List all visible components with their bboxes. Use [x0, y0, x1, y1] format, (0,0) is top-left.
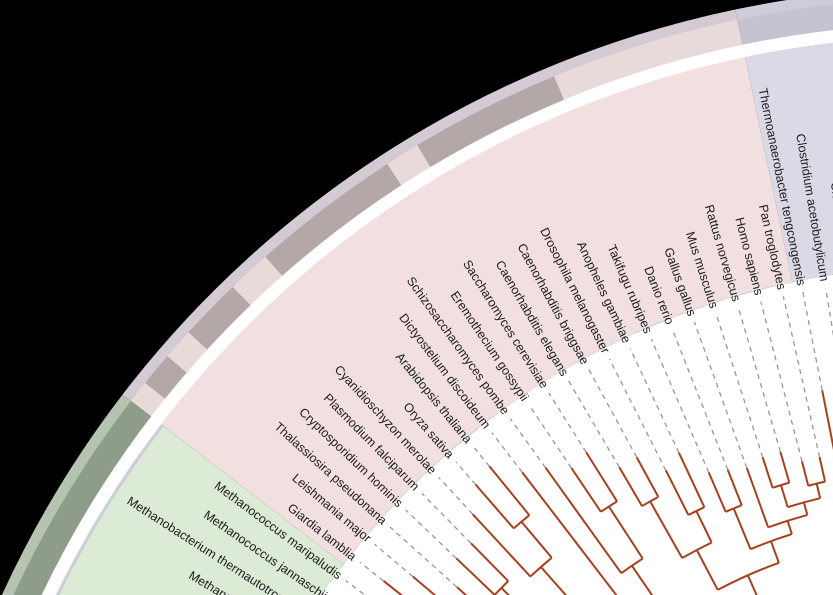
leaf-branch: [585, 451, 618, 502]
leaf-branch: [471, 513, 532, 578]
leaf-guide-line: [509, 418, 546, 468]
tree-area-disc: [321, 274, 833, 595]
leaf-guide-line: [374, 543, 414, 578]
internal-branch: [500, 587, 510, 595]
leaf-branch: [521, 471, 618, 595]
internal-branch: [540, 566, 568, 595]
outer-band-segment: [167, 332, 208, 374]
leaf-guide-line: [760, 301, 803, 462]
leaf-guide-line: [491, 432, 523, 473]
outer-band-segment: [232, 256, 283, 306]
leaf-branch: [544, 467, 623, 574]
leaf-guide-line: [421, 492, 472, 544]
leaf-branch: [745, 467, 770, 528]
internal-branch: [746, 574, 758, 595]
outer-band-segment: [737, 4, 833, 46]
leaf-branch: [635, 456, 660, 498]
clade-arc: [529, 556, 553, 578]
leaf-guide-line: [473, 446, 490, 467]
leaf-guide-line: [359, 561, 384, 582]
outer-band-segment: [188, 287, 251, 350]
internal-branch: [779, 484, 789, 508]
leaf-guide-line: [345, 580, 367, 595]
leaf-branch: [801, 461, 810, 486]
outer-band-segment: [13, 400, 152, 595]
leaf-branch: [779, 451, 791, 483]
outer-band-segment: [553, 19, 743, 101]
leaf-guide-line: [782, 296, 821, 458]
leaf-guide-line: [528, 405, 572, 469]
leaf-guide-line: [405, 509, 457, 559]
internal-branch: [631, 565, 654, 595]
outer-edge-ring-segment: [122, 9, 738, 402]
leaf-branch: [488, 465, 531, 516]
internal-branch: [695, 510, 713, 543]
leaf-branch: [707, 471, 727, 513]
leaf-guide-line: [802, 292, 823, 391]
domain-sector-bacteria: [745, 42, 833, 283]
outer-band-segment: [145, 356, 187, 399]
internal-branch: [815, 483, 822, 499]
leaf-guide-line: [737, 307, 782, 453]
leaf-branch: [818, 457, 827, 482]
leaf-guide-line: [672, 330, 729, 471]
leaf-branch: [664, 469, 690, 516]
leaf-guide-line: [715, 314, 764, 458]
internal-branch: [770, 540, 780, 564]
internal-branch: [786, 520, 793, 535]
leaf-branch: [726, 469, 743, 506]
leaf-guide-line: [438, 476, 474, 515]
clade-arc: [808, 480, 826, 487]
internal-branch: [802, 502, 809, 516]
internal-branch: [520, 521, 553, 559]
internal-branch: [695, 549, 719, 591]
leaf-branch: [618, 466, 643, 507]
leaf-branch: [455, 557, 496, 595]
outer-band-segment: [130, 382, 166, 417]
leaf-branch: [474, 483, 515, 530]
leaf-guide-line: [608, 358, 667, 471]
outer-edge-ring-segment: [735, 0, 833, 21]
leaf-branch: [761, 457, 774, 489]
internal-branch: [732, 508, 752, 550]
leaf-branch: [470, 542, 509, 582]
leaf-branch: [821, 390, 833, 451]
clade-arc: [620, 557, 644, 574]
outer-band-segment: [417, 76, 564, 168]
leaf-guide-line: [568, 380, 620, 468]
white-gap-ring: [41, 30, 833, 595]
leaf-guide-line: [629, 348, 680, 454]
domain-sector-eukaryota: [161, 56, 794, 565]
leaf-guide-line: [588, 369, 638, 458]
leaf-branch: [678, 452, 706, 508]
outer-band-segment: [265, 164, 402, 277]
internal-branch: [608, 506, 644, 560]
leaf-guide-line: [693, 321, 748, 469]
inner-sliver-ring: [56, 424, 164, 595]
outer-band-segment: [387, 145, 431, 186]
leaf-branch: [570, 467, 602, 513]
leaf-guide-line: [824, 287, 833, 337]
leaf-guide-line: [548, 392, 587, 453]
domain-sector-archaea: [55, 424, 345, 595]
leaf-guide-line: [455, 461, 477, 486]
internal-branch: [649, 500, 684, 559]
